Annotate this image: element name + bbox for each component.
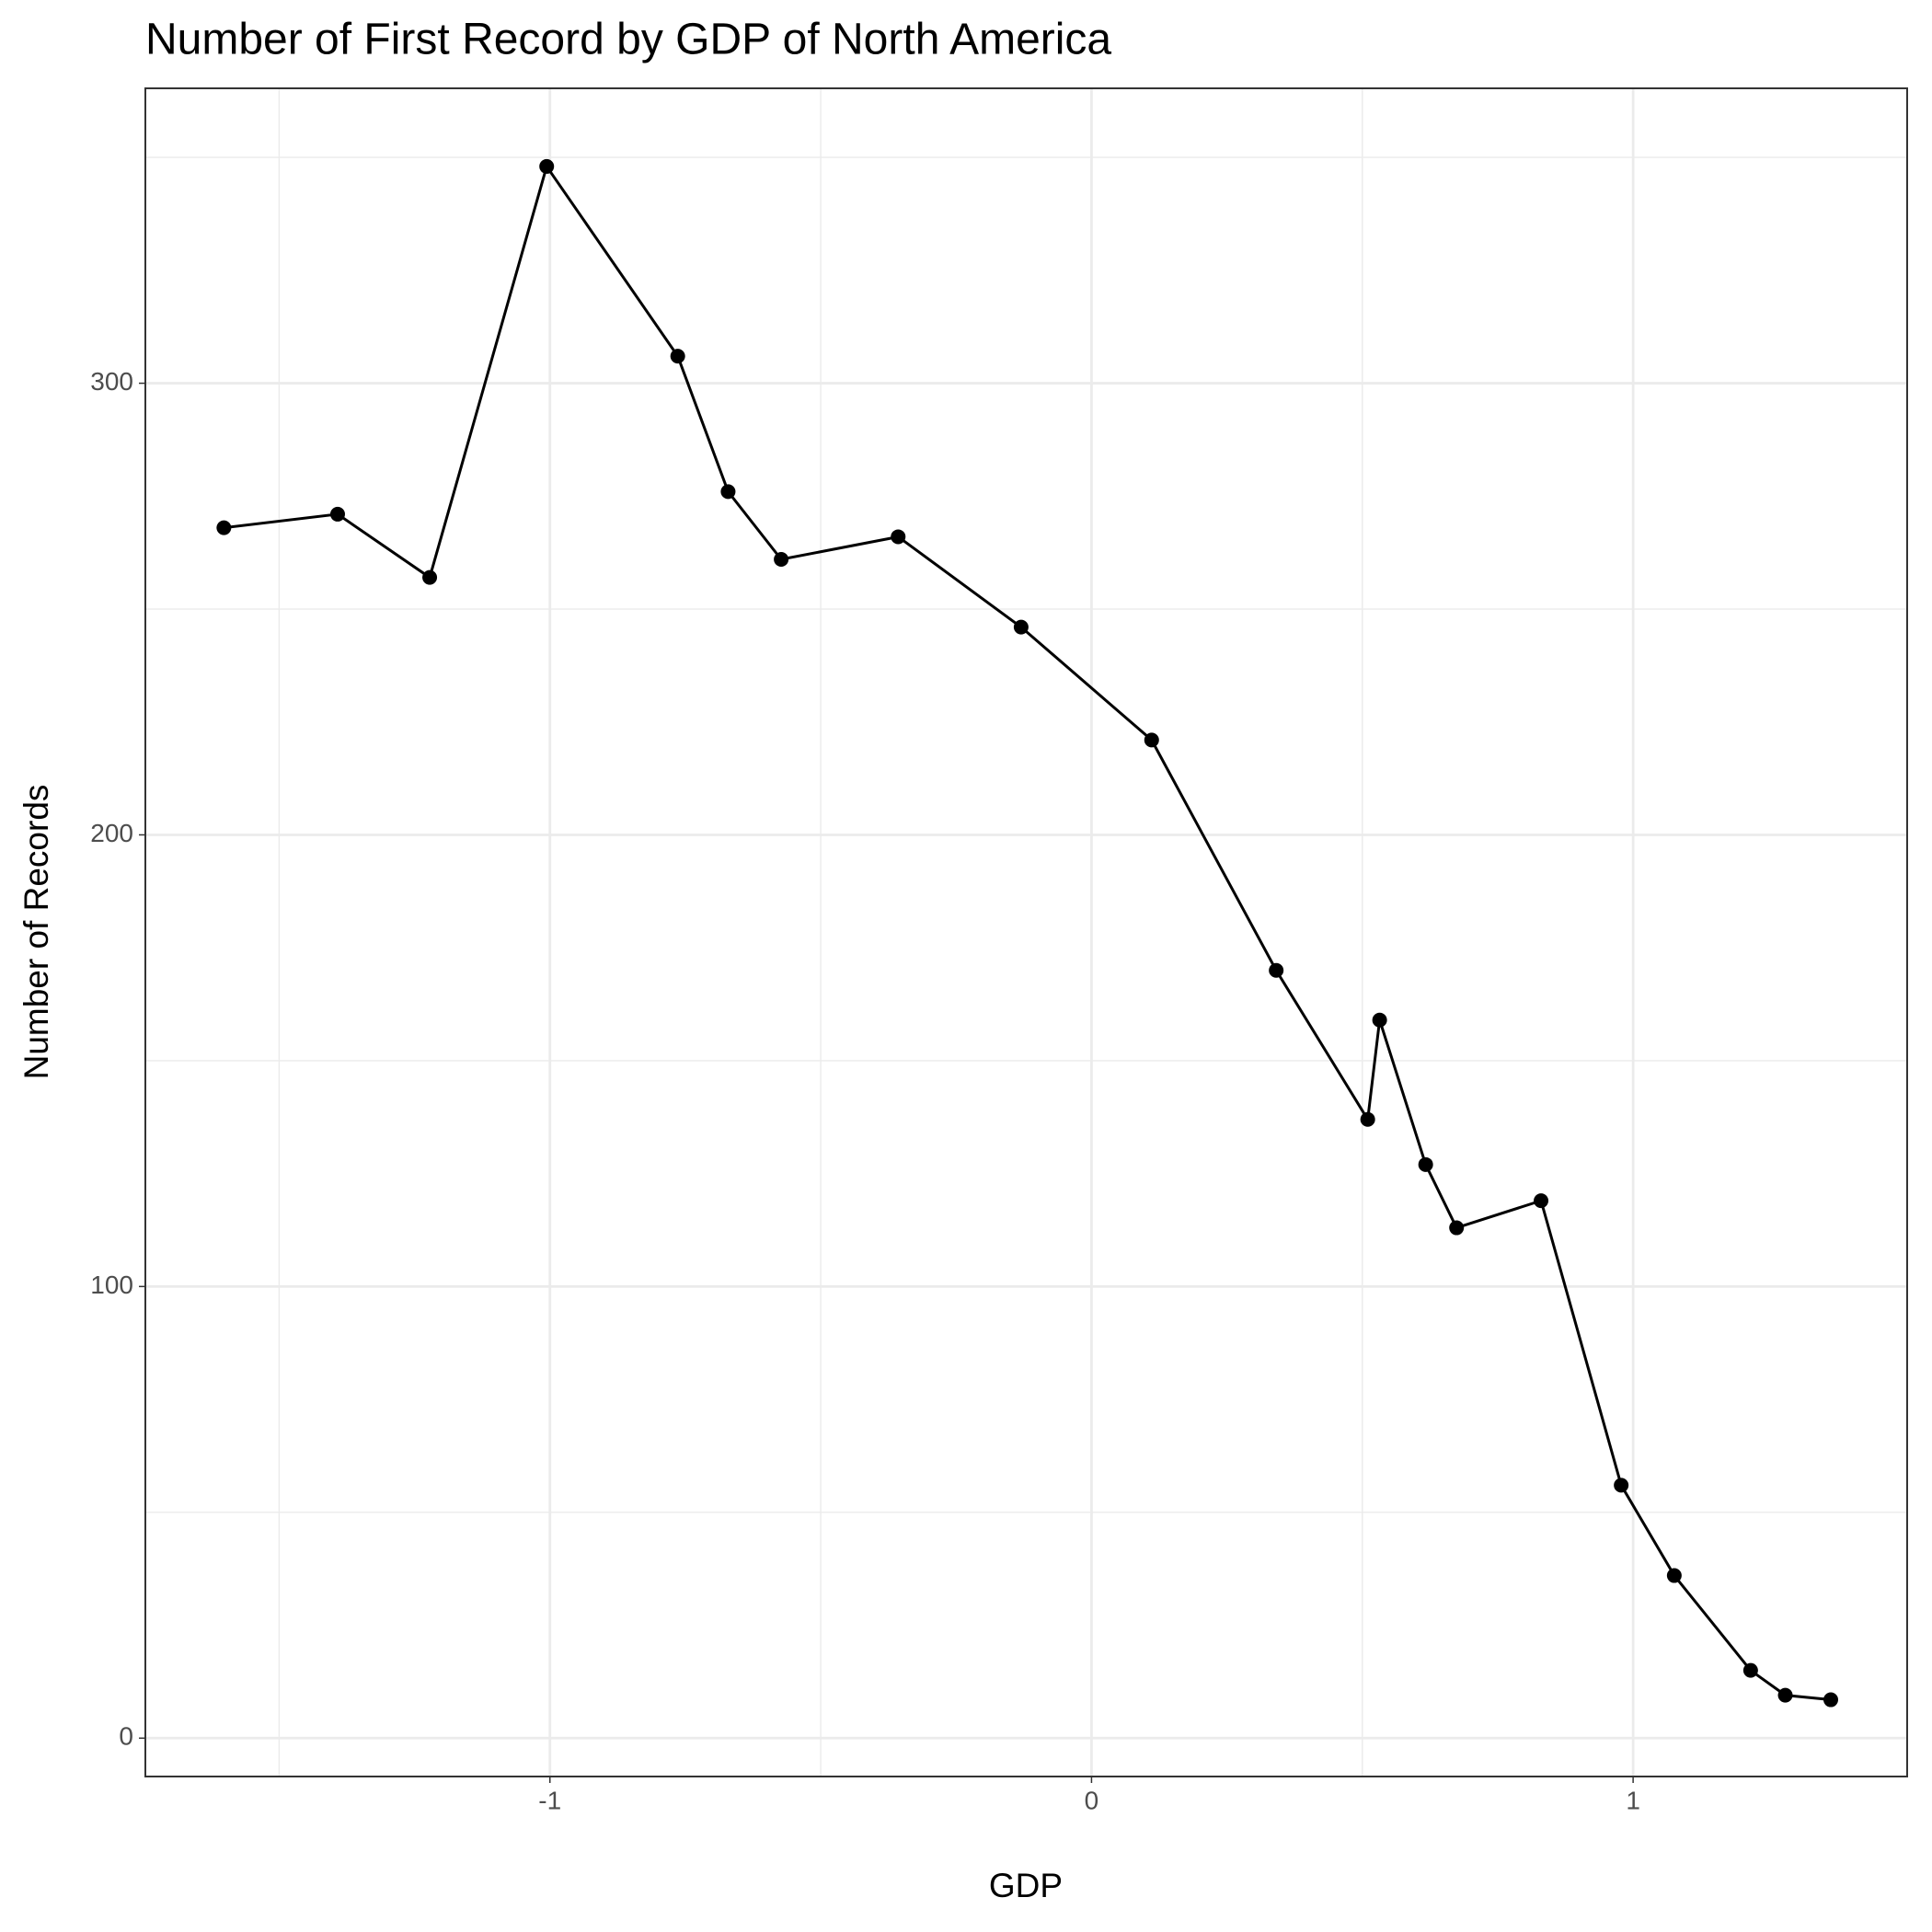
- point: [1449, 1220, 1465, 1236]
- point: [1534, 1193, 1549, 1209]
- y-tick-label: 0: [119, 1722, 133, 1751]
- point: [1013, 619, 1029, 635]
- point: [1742, 1662, 1758, 1678]
- point: [1269, 962, 1284, 978]
- y-tick-label: 200: [90, 819, 133, 847]
- point: [891, 529, 906, 545]
- y-tick-label: 300: [90, 367, 133, 396]
- x-tick-label: -1: [538, 1786, 561, 1814]
- point: [1372, 1012, 1387, 1028]
- panel-border: [144, 87, 1908, 1777]
- x-axis-title: GDP: [989, 1867, 1063, 1904]
- point: [539, 158, 555, 174]
- point: [670, 349, 685, 364]
- point: [774, 552, 789, 568]
- x-tick-label: 1: [1626, 1786, 1640, 1814]
- x-tick-label: 0: [1085, 1786, 1099, 1814]
- point: [1666, 1568, 1682, 1583]
- chart-title: Number of First Record by GDP of North A…: [145, 16, 1111, 64]
- point: [1614, 1478, 1629, 1493]
- y-tick-label: 100: [90, 1271, 133, 1299]
- point: [422, 569, 438, 585]
- point: [1777, 1687, 1793, 1703]
- point: [1823, 1692, 1838, 1708]
- point: [1360, 1111, 1375, 1127]
- point: [329, 506, 345, 522]
- point: [216, 520, 232, 535]
- point: [720, 484, 736, 500]
- point: [1144, 732, 1159, 748]
- y-axis-title: Number of Records: [17, 785, 55, 1080]
- point: [1418, 1156, 1433, 1172]
